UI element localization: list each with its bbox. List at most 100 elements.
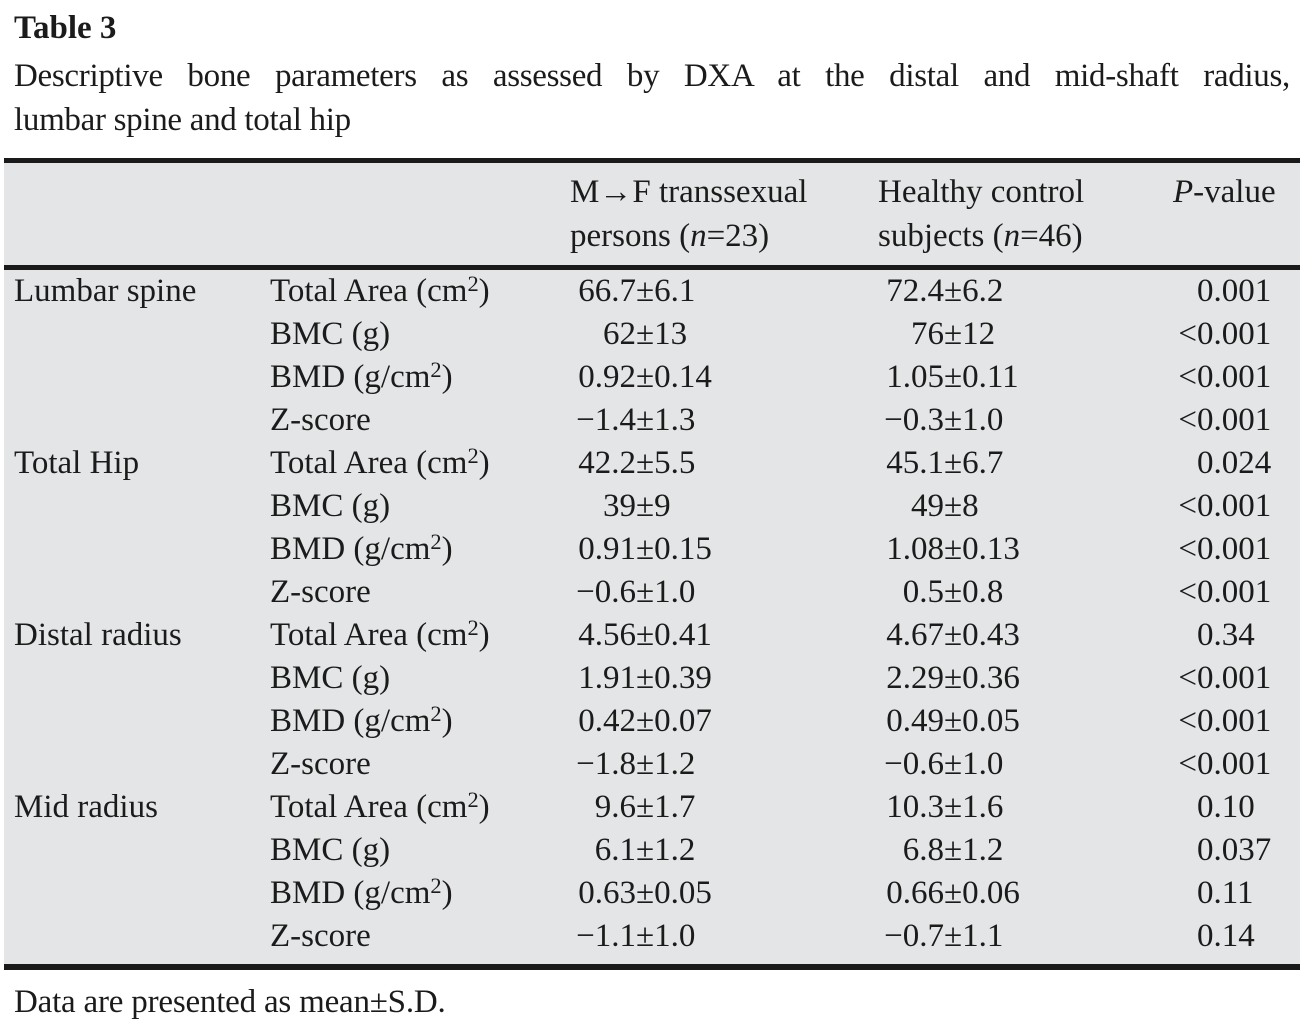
value-mean: 1.05 <box>886 359 944 395</box>
transsexual-value-cell: 0.63 ±0.05 <box>570 872 878 915</box>
pvalue-number: 0.34 <box>1197 617 1255 653</box>
table-header-row: M→F transsexual persons (n=23) Healthy c… <box>4 163 1300 265</box>
parameter-cell: Z-score <box>270 399 570 442</box>
pvalue-number: 0.001 <box>1197 402 1272 438</box>
pvalue-number: 0.11 <box>1197 875 1254 911</box>
group-cell <box>14 356 270 399</box>
value-sd: ±5.5 <box>636 445 696 481</box>
col-header-transsexual-n: n <box>690 218 707 254</box>
pvalue-number: 0.001 <box>1197 531 1272 567</box>
parameter-label: BMC (g) <box>270 832 391 868</box>
pvalue-prefix: < <box>1178 746 1197 782</box>
control-value-cell: 6.8 ±1.2 <box>878 829 1173 872</box>
parameter-superscript: 2 <box>467 442 479 468</box>
pvalue-number: 0.037 <box>1197 832 1272 868</box>
parameter-label: Total Area (cm <box>270 445 468 481</box>
group-cell: Total Hip <box>14 445 140 481</box>
group-cell <box>14 915 270 958</box>
value-sd: ±6.2 <box>944 273 1004 309</box>
header-empty-group <box>14 170 270 258</box>
table-row: BMD (g/cm2) 0.92 ±0.14 1.05 ±0.11 <0.001 <box>4 356 1300 399</box>
pvalue-cell: <0.001 <box>1173 356 1290 399</box>
parameter-label: BMD (g/cm <box>270 531 431 567</box>
table-row: Z-score −1.8 ±1.2 −0.6 ±1.0 <0.001 <box>4 743 1300 786</box>
value-mean: 0.5 <box>902 574 944 610</box>
pvalue-number: 0.001 <box>1197 660 1272 696</box>
pvalue-cell: <0.001 <box>1173 528 1290 571</box>
pvalue-prefix: < <box>1178 402 1197 438</box>
value-mean: −0.3 <box>884 402 944 438</box>
pvalue-cell: 0.10 <box>1173 786 1290 829</box>
value-sd: ±0.43 <box>944 617 1020 653</box>
transsexual-value-cell: 66.7 ±6.1 <box>570 270 878 313</box>
table-header-rule <box>4 265 1300 270</box>
parameter-cell: Total Area (cm2) <box>270 614 570 657</box>
transsexual-value-cell: 42.2 ±5.5 <box>570 442 878 485</box>
parameter-label: Z-score <box>270 402 371 438</box>
control-value-cell: 1.08 ±0.13 <box>878 528 1173 571</box>
table-row: Distal radius Total Area (cm2) 4.56 ±0.41… <box>4 614 1300 657</box>
value-mean: 0.49 <box>886 703 944 739</box>
pvalue-prefix <box>1173 614 1197 657</box>
table-bottom-rule <box>4 964 1300 970</box>
value-mean: 62 <box>603 316 636 352</box>
pvalue-prefix: < <box>1178 531 1197 567</box>
group-cell <box>14 829 270 872</box>
parameter-cell: BMC (g) <box>270 829 570 872</box>
value-sd: ±12 <box>944 316 996 352</box>
value-mean: 4.67 <box>886 617 944 653</box>
value-mean: 6.1 <box>594 832 636 868</box>
parameter-close: ) <box>441 875 453 911</box>
value-mean: 66.7 <box>578 273 636 309</box>
col-header-pvalue: P-value <box>1173 170 1290 258</box>
pvalue-prefix <box>1173 786 1197 829</box>
control-value-cell: 0.66 ±0.06 <box>878 872 1173 915</box>
parameter-label: Z-score <box>270 918 371 954</box>
value-sd: ±1.6 <box>944 789 1004 825</box>
value-mean: 39 <box>603 488 636 524</box>
group-cell: Distal radius <box>14 617 182 653</box>
pvalue-number: 0.024 <box>1197 445 1272 481</box>
parameter-label: BMC (g) <box>270 660 391 696</box>
parameter-label: BMD (g/cm <box>270 875 431 911</box>
pvalue-number: 0.001 <box>1197 316 1272 352</box>
parameter-superscript: 2 <box>430 872 442 898</box>
pvalue-prefix: < <box>1178 703 1197 739</box>
col-header-transsexual-line2: persons (n=23) <box>570 214 878 258</box>
parameter-label: BMC (g) <box>270 488 391 524</box>
value-sd: ±0.06 <box>944 875 1020 911</box>
transsexual-value-cell: 9.6 ±1.7 <box>570 786 878 829</box>
parameter-cell: Total Area (cm2) <box>270 442 570 485</box>
value-mean: 2.29 <box>886 660 944 696</box>
table-row: BMC (g) 62 ±13 76 ±12 <0.001 <box>4 313 1300 356</box>
value-sd: ±0.07 <box>636 703 712 739</box>
control-value-cell: 1.05 ±0.11 <box>878 356 1173 399</box>
value-sd: ±0.36 <box>944 660 1020 696</box>
parameter-superscript: 2 <box>430 528 442 554</box>
col-header-transsexual: M→F transsexual persons (n=23) <box>570 170 878 258</box>
table-row: Lumbar spine Total Area (cm2) 66.7 ±6.1 7… <box>4 270 1300 313</box>
pvalue-prefix: < <box>1178 488 1197 524</box>
parameter-label: BMD (g/cm <box>270 359 431 395</box>
value-mean: −1.8 <box>576 746 636 782</box>
pvalue-prefix: < <box>1178 660 1197 696</box>
value-sd: ±6.1 <box>636 273 696 309</box>
pvalue-cell: <0.001 <box>1173 485 1290 528</box>
pvalue-prefix: < <box>1178 359 1197 395</box>
parameter-superscript: 2 <box>430 356 442 382</box>
parameter-close: ) <box>478 789 490 825</box>
group-cell <box>14 872 270 915</box>
parameter-label: Total Area (cm <box>270 617 468 653</box>
value-mean: 6.8 <box>902 832 944 868</box>
table-row: Z-score −1.1 ±1.0 −0.7 ±1.1 0.14 <box>4 915 1300 958</box>
group-cell: Lumbar spine <box>14 273 197 309</box>
group-cell <box>14 528 270 571</box>
control-value-cell: −0.6 ±1.0 <box>878 743 1173 786</box>
control-value-cell: −0.3 ±1.0 <box>878 399 1173 442</box>
pvalue-prefix <box>1173 270 1197 313</box>
parameter-cell: Total Area (cm2) <box>270 270 570 313</box>
parameter-superscript: 2 <box>467 786 479 812</box>
table-footnote: Data are presented as mean±S.D. <box>14 984 446 1020</box>
value-mean: 49 <box>911 488 944 524</box>
pvalue-cell: <0.001 <box>1173 743 1290 786</box>
